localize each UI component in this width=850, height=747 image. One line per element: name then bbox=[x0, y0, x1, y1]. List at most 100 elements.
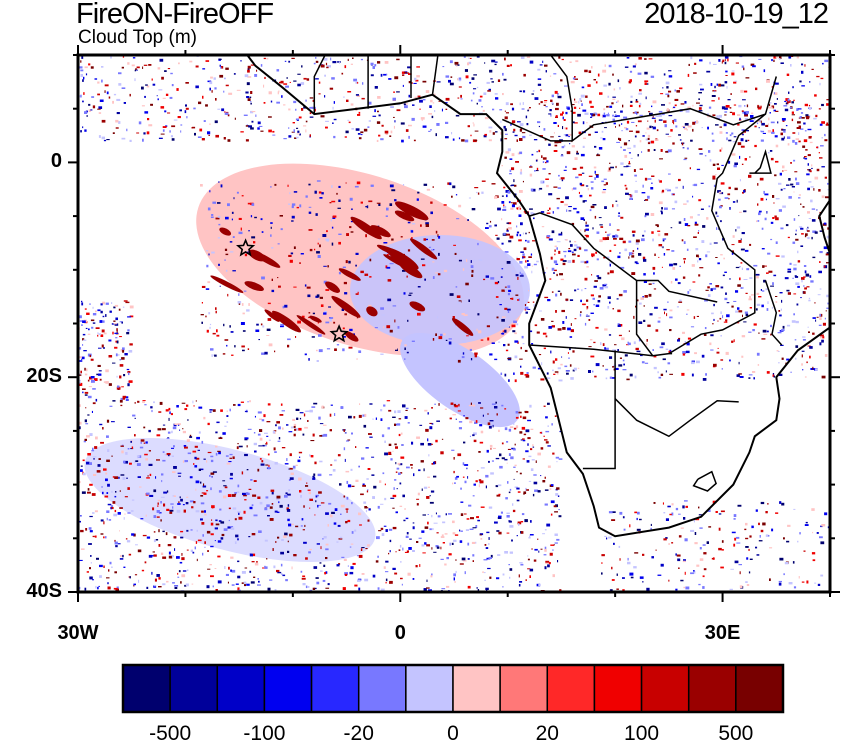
grid-cell bbox=[122, 56, 125, 58]
grid-cell bbox=[803, 291, 806, 294]
grid-cell bbox=[140, 439, 145, 442]
grid-cell bbox=[472, 122, 474, 124]
grid-cell bbox=[807, 345, 811, 347]
grid-cell bbox=[603, 184, 607, 186]
grid-cell bbox=[711, 95, 716, 97]
grid-cell bbox=[596, 231, 600, 234]
grid-cell bbox=[804, 158, 808, 160]
grid-cell bbox=[610, 532, 612, 534]
grid-cell bbox=[821, 375, 826, 379]
grid-cell bbox=[315, 213, 318, 216]
grid-cell bbox=[130, 510, 134, 512]
grid-cell bbox=[455, 570, 457, 574]
grid-cell bbox=[299, 204, 302, 208]
country-border bbox=[635, 280, 654, 357]
grid-cell bbox=[119, 359, 122, 361]
grid-cell bbox=[503, 232, 506, 235]
grid-cell bbox=[80, 69, 84, 72]
grid-cell bbox=[176, 556, 180, 559]
grid-cell bbox=[346, 510, 348, 513]
grid-cell bbox=[662, 246, 664, 249]
grid-cell bbox=[617, 349, 619, 352]
grid-cell bbox=[440, 333, 443, 336]
grid-cell bbox=[692, 104, 694, 107]
grid-cell bbox=[434, 110, 436, 113]
grid-cell bbox=[764, 265, 767, 267]
grid-cell bbox=[743, 90, 748, 93]
grid-cell bbox=[427, 514, 429, 515]
grid-cell bbox=[92, 512, 95, 514]
grid-cell bbox=[574, 241, 577, 243]
grid-cell bbox=[320, 115, 325, 118]
grid-cell bbox=[521, 335, 524, 339]
grid-cell bbox=[823, 222, 827, 225]
grid-cell bbox=[826, 294, 830, 298]
grid-cell bbox=[182, 460, 184, 463]
grid-cell bbox=[577, 288, 580, 290]
grid-cell bbox=[604, 127, 607, 129]
grid-cell bbox=[212, 585, 214, 588]
grid-cell bbox=[449, 82, 454, 86]
grid-cell bbox=[263, 84, 265, 88]
grid-cell bbox=[286, 424, 289, 426]
grid-cell bbox=[244, 281, 264, 292]
grid-cell bbox=[630, 194, 632, 198]
grid-cell bbox=[427, 443, 432, 446]
grid-cell bbox=[685, 109, 690, 113]
grid-cell bbox=[666, 249, 670, 251]
grid-cell bbox=[524, 265, 528, 269]
grid-cell bbox=[336, 564, 340, 567]
grid-cell bbox=[677, 282, 681, 285]
grid-cell bbox=[309, 507, 311, 509]
grid-cell bbox=[673, 118, 677, 122]
grid-cell bbox=[258, 125, 263, 127]
country-border bbox=[528, 212, 718, 303]
grid-cell bbox=[786, 358, 790, 361]
grid-cell bbox=[822, 336, 825, 339]
grid-cell bbox=[496, 494, 501, 497]
grid-cell bbox=[634, 511, 637, 514]
grid-cell bbox=[555, 358, 558, 361]
grid-cell bbox=[308, 229, 313, 231]
grid-cell bbox=[146, 586, 149, 589]
grid-cell bbox=[448, 341, 452, 345]
grid-cell bbox=[200, 184, 203, 187]
grid-cell bbox=[458, 77, 462, 81]
grid-cell bbox=[698, 506, 700, 509]
grid-cell bbox=[305, 129, 307, 133]
grid-cell bbox=[297, 83, 301, 87]
grid-cell bbox=[167, 437, 170, 439]
grid-cell bbox=[412, 578, 415, 580]
grid-cell bbox=[767, 252, 771, 255]
grid-cell bbox=[349, 546, 352, 548]
grid-cell bbox=[467, 62, 470, 66]
grid-cell bbox=[781, 137, 785, 141]
grid-cell bbox=[554, 144, 558, 147]
grid-cell bbox=[668, 90, 672, 93]
grid-cell bbox=[776, 98, 778, 100]
grid-cell bbox=[360, 548, 363, 551]
grid-cell bbox=[585, 224, 589, 227]
grid-cell bbox=[522, 343, 525, 345]
grid-cell bbox=[612, 96, 616, 98]
grid-cell bbox=[291, 220, 294, 222]
grid-cell bbox=[697, 232, 699, 234]
grid-cell bbox=[227, 526, 232, 529]
grid-cell bbox=[85, 327, 88, 329]
grid-cell bbox=[426, 579, 428, 582]
grid-cell bbox=[254, 562, 259, 566]
grid-cell bbox=[462, 560, 467, 562]
grid-cell bbox=[380, 418, 383, 421]
grid-cell bbox=[247, 251, 250, 254]
grid-cell bbox=[282, 305, 285, 309]
grid-cell bbox=[815, 319, 817, 322]
grid-cell bbox=[160, 552, 164, 555]
grid-cell bbox=[519, 472, 522, 475]
grid-cell bbox=[628, 252, 633, 255]
grid-cell bbox=[664, 311, 665, 315]
grid-cell bbox=[746, 584, 750, 586]
grid-cell bbox=[308, 206, 312, 208]
grid-cell bbox=[795, 233, 797, 236]
grid-cell bbox=[289, 533, 293, 537]
grid-cell bbox=[267, 515, 270, 517]
